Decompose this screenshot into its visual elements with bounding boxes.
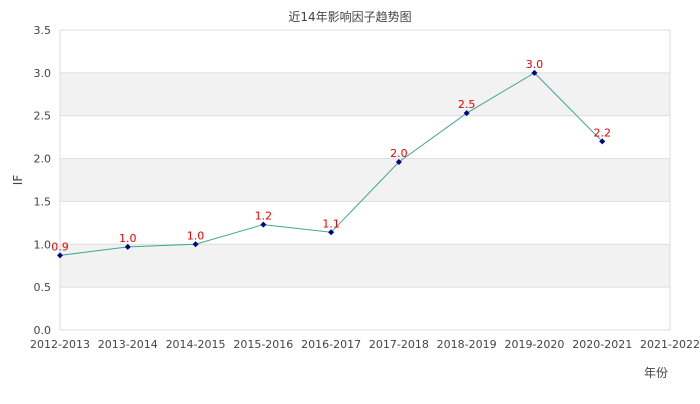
- y-tick-label: 1.5: [34, 195, 52, 208]
- data-label: 2.5: [458, 98, 476, 111]
- x-tick-label: 2013-2014: [98, 338, 158, 351]
- data-label: 1.2: [255, 210, 273, 223]
- x-tick-label: 2015-2016: [233, 338, 293, 351]
- data-point-marker: [192, 241, 199, 248]
- axes: 0.0 0.5 1.0 1.5 2.0 2.5 3.0 3.5 2012-2013 2013-20…: [30, 24, 700, 351]
- data-point-marker: [463, 110, 470, 117]
- data-point-marker: [57, 252, 63, 259]
- x-tick-label: 2014-2015: [166, 338, 226, 351]
- background-band: [60, 158, 670, 202]
- background-bands: [60, 72, 670, 288]
- data-label: 1.0: [119, 232, 137, 245]
- data-point-marker: [395, 159, 402, 165]
- chart-title: 近14年影响因子趋势图: [288, 9, 411, 24]
- y-tick-label: 0.0: [34, 324, 52, 337]
- x-tick-label: 2016-2017: [301, 338, 361, 351]
- y-axis-label: IF: [11, 175, 25, 186]
- y-tick-label: 2.5: [34, 110, 52, 123]
- data-label: 1.0: [187, 229, 205, 242]
- x-tick-label: 2021-2022: [640, 338, 700, 351]
- data-point-marker: [124, 243, 131, 250]
- x-tick-label: 2017-2018: [369, 338, 429, 351]
- data-label: 2.2: [593, 126, 611, 139]
- data-label: 0.9: [51, 240, 69, 253]
- data-label: 3.0: [526, 58, 544, 71]
- y-tick-label: 0.5: [34, 281, 52, 294]
- y-tick-label: 3.0: [34, 67, 52, 80]
- x-tick-label: 2020-2021: [572, 338, 632, 351]
- grid-lines: [59, 29, 671, 331]
- background-band: [60, 72, 670, 116]
- data-point-marker: [260, 221, 267, 228]
- y-tick-label: 2.0: [34, 153, 52, 166]
- x-tick-label: 2018-2019: [437, 338, 497, 351]
- data-point-marker: [328, 229, 335, 236]
- x-axis-label: 年份: [644, 366, 668, 380]
- data-series: 0.9 1.0 1.0 1.2 1.1 2.0 2.5 3.0 2.2: [51, 58, 611, 259]
- data-point-marker: [599, 138, 606, 145]
- x-tick-label: 2012-2013: [30, 338, 90, 351]
- y-tick-label: 1.0: [34, 238, 52, 251]
- data-point-marker: [531, 69, 538, 76]
- background-band: [60, 244, 670, 288]
- x-tick-label: 2019-2020: [504, 338, 564, 351]
- data-label: 2.0: [390, 147, 408, 160]
- data-label: 1.1: [322, 217, 340, 230]
- y-tick-label: 3.5: [34, 24, 52, 37]
